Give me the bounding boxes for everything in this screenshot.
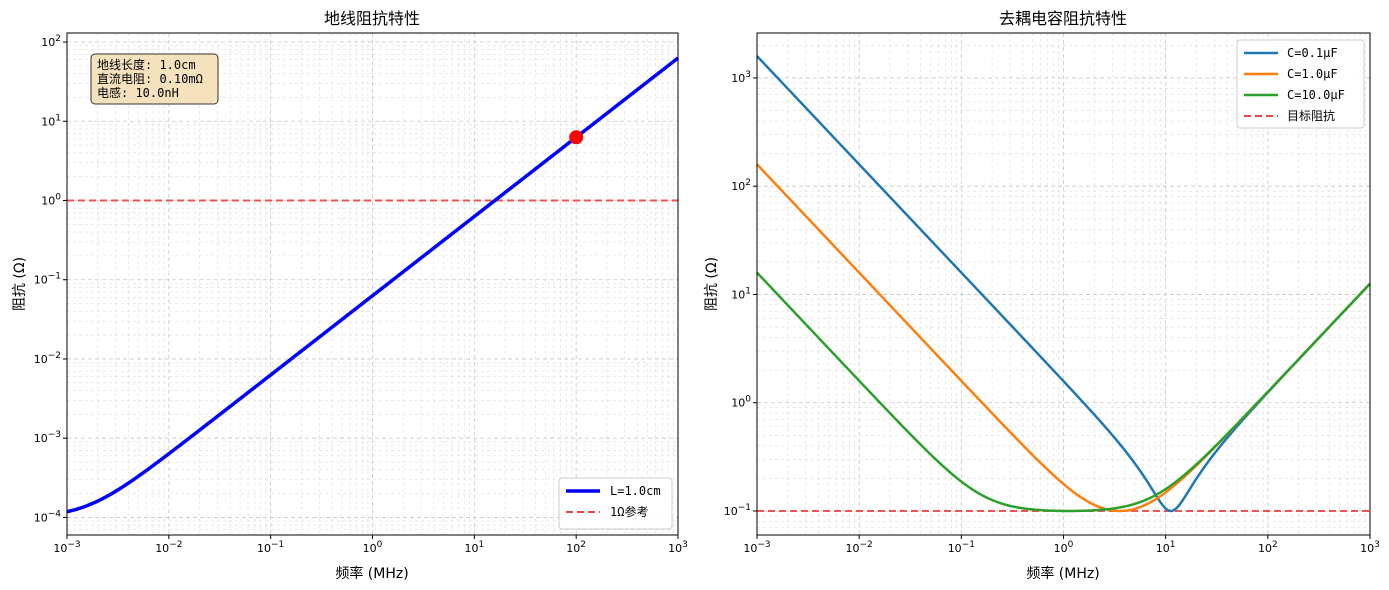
x-tick-label: 100 bbox=[1054, 540, 1074, 555]
ground-legend-label-reference: 1Ω参考 bbox=[610, 504, 648, 519]
y-tick-label: 10−1 bbox=[34, 272, 61, 287]
y-tick-label: 100 bbox=[41, 192, 61, 207]
series-line-2 bbox=[756, 271, 1371, 513]
ground-info-dc-resistance: 直流电阻: 0.10mΩ bbox=[97, 72, 203, 86]
ground-x-axis-label: 频率 (MHz) bbox=[335, 565, 408, 582]
capacitor-legend-label-reference: 目标阻抗 bbox=[1287, 108, 1335, 123]
y-tick-label: 10−3 bbox=[34, 430, 61, 445]
y-tick-label: 103 bbox=[731, 70, 751, 85]
ground-marker bbox=[569, 130, 584, 145]
x-tick-label: 10−3 bbox=[743, 540, 770, 555]
ground-chart-title: 地线阻抗特性 bbox=[324, 9, 420, 28]
x-tick-label: 103 bbox=[1360, 540, 1380, 555]
y-tick-label: 10−4 bbox=[34, 509, 62, 524]
ground-y-ticks: 10−4 10−3 10−2 10−1 100 101 102 bbox=[34, 34, 67, 524]
x-tick-label: 10−3 bbox=[53, 540, 80, 555]
x-tick-label: 10−2 bbox=[846, 540, 873, 555]
ground-impedance-panel: 10−3 10−2 10−1 100 101 102 103 10−410−310−210−… bbox=[12, 9, 688, 582]
x-tick-label: 10−2 bbox=[155, 540, 182, 555]
ground-legend-label-wire: L=1.0cm bbox=[610, 484, 661, 498]
capacitor-y-axis-label: 阻抗 (Ω) bbox=[704, 257, 720, 311]
capacitor-legend-label-2: C=10.0μF bbox=[1287, 88, 1345, 102]
x-tick-label: 10−1 bbox=[948, 540, 975, 555]
ground-x-ticks: 10−3 10−2 10−1 100 101 102 103 bbox=[53, 535, 688, 555]
highlight-point-marker bbox=[569, 130, 584, 145]
y-tick-label: 10−2 bbox=[34, 351, 61, 366]
ground-y-axis-label: 阻抗 (Ω) bbox=[12, 257, 28, 311]
capacitor-legend-label-0: C=0.1μF bbox=[1287, 46, 1338, 60]
x-tick-label: 102 bbox=[566, 540, 586, 555]
capacitor-chart-title: 去耦电容阻抗特性 bbox=[999, 9, 1127, 28]
x-tick-label: 101 bbox=[464, 540, 484, 555]
ground-info-box: 地线长度: 1.0cm 直流电阻: 0.10mΩ 电感: 10.0nH bbox=[90, 53, 219, 105]
x-tick-label: 103 bbox=[668, 540, 688, 555]
y-tick-label: 102 bbox=[41, 34, 61, 49]
x-tick-label: 10−1 bbox=[257, 540, 284, 555]
x-tick-label: 100 bbox=[363, 540, 383, 555]
y-tick-label: 101 bbox=[731, 286, 751, 301]
y-tick-label: 10−1 bbox=[724, 503, 751, 518]
capacitor-y-ticks: 10−1 100 101 102 103 bbox=[724, 70, 757, 518]
capacitor-legend-label-1: C=1.0μF bbox=[1287, 67, 1338, 81]
capacitor-x-ticks: 10−3 10−2 10−1 100 101 102 103 bbox=[743, 535, 1380, 555]
y-tick-label: 100 bbox=[731, 395, 751, 410]
capacitor-x-axis-label: 频率 (MHz) bbox=[1026, 565, 1099, 582]
ground-info-length: 地线长度: 1.0cm bbox=[97, 57, 196, 72]
ground-info-box-background bbox=[90, 53, 219, 105]
y-tick-label: 102 bbox=[731, 178, 751, 193]
x-tick-label: 102 bbox=[1258, 540, 1278, 555]
ground-legend: L=1.0cm 1Ω参考 bbox=[558, 477, 673, 530]
decoupling-capacitor-panel: 10−3 10−2 10−1 100 101 102 103 10−110010110210… bbox=[704, 9, 1380, 582]
capacitor-grid bbox=[756, 33, 1371, 536]
capacitor-legend-box bbox=[1236, 39, 1365, 129]
ground-info-inductance: 电感: 10.0nH bbox=[97, 85, 179, 100]
capacitor-legend: C=0.1μF C=1.0μF C=10.0μF 目标阻抗 bbox=[1236, 39, 1365, 129]
y-tick-label: 101 bbox=[41, 113, 61, 128]
x-tick-label: 101 bbox=[1156, 540, 1176, 555]
capacitor-series bbox=[756, 55, 1371, 513]
